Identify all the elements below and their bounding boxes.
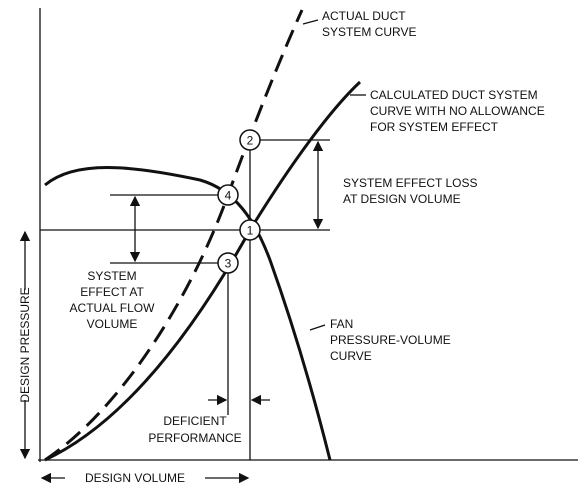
leader bbox=[302, 19, 319, 25]
fan-curve bbox=[44, 166, 332, 461]
leader bbox=[309, 324, 326, 331]
label: SYSTEM EFFECT AT ACTUAL FLOW VOLUME bbox=[70, 269, 156, 331]
point-label: 3 bbox=[225, 257, 232, 271]
label: DEFICIENT PERFORMANCE bbox=[148, 414, 241, 445]
label: ACTUAL DUCT SYSTEM CURVE bbox=[322, 9, 416, 39]
calculated-curve bbox=[44, 80, 362, 462]
point-label: 4 bbox=[225, 189, 232, 203]
label: SYSTEM EFFECT LOSS AT DESIGN VOLUME bbox=[343, 176, 477, 206]
label: DESIGN VOLUME bbox=[85, 471, 185, 485]
point-label: 2 bbox=[247, 134, 254, 148]
point: 4 bbox=[217, 184, 239, 206]
point: 3 bbox=[217, 252, 239, 274]
label: DESIGN PRESSURE bbox=[18, 287, 32, 402]
point: 1 bbox=[239, 219, 261, 241]
point: 2 bbox=[239, 129, 261, 151]
actual-curve bbox=[44, 9, 304, 462]
label: CALCULATED DUCT SYSTEM CURVE WITH NO ALLO… bbox=[370, 88, 545, 134]
point-label: 1 bbox=[247, 224, 254, 238]
label: FAN PRESSURE-VOLUME CURVE bbox=[330, 317, 451, 363]
